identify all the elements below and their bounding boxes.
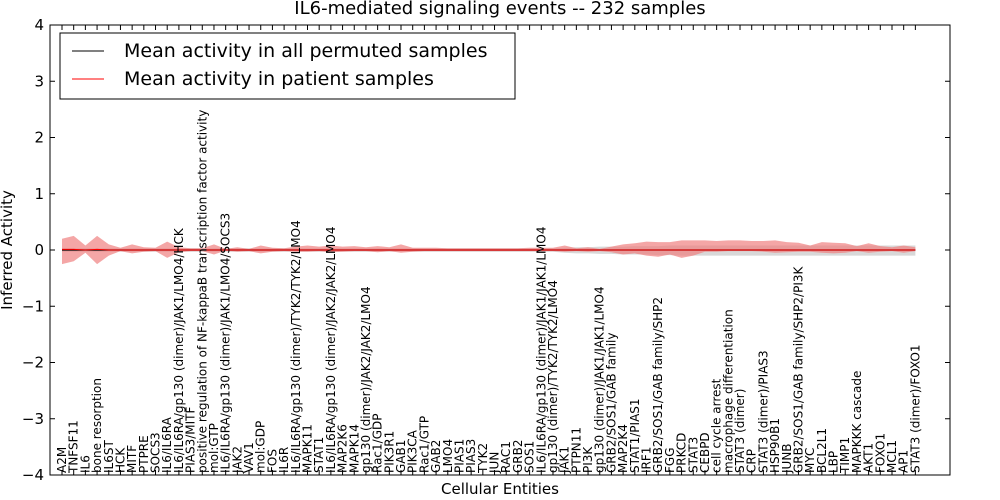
x-tick-label: LMO4: [441, 439, 455, 473]
x-tick-label: GRB2/SOS1/GAB family/SHP2/PI3K: [792, 265, 806, 473]
x-tick-label: PRKCD: [675, 433, 689, 473]
x-tick-label: gp130 (dimer)/TYK2/TYK2/LMO4: [546, 280, 560, 473]
x-tick-label: MYC: [803, 448, 817, 473]
x-tick-label: TIMP1: [838, 437, 852, 474]
x-tick-label: GAB1: [394, 440, 408, 473]
patient-mean-line: [62, 248, 916, 251]
chart-title: IL6-mediated signaling events -- 232 sam…: [294, 0, 705, 19]
y-tick-label: 4: [34, 16, 44, 34]
x-tick-label: PIAS1: [453, 439, 467, 473]
x-tick-label: cell cycle arrest: [710, 378, 724, 473]
x-tick-label: STAT3 (dimer)/PIAS3: [756, 350, 770, 473]
x-axis-label: Cellular Entities: [441, 480, 559, 498]
x-tick-label: STAT3 (dimer): [733, 389, 747, 473]
x-tick-label: IRF1: [640, 447, 654, 473]
x-tick-label: PIK3R1: [382, 431, 396, 473]
x-tick-label: MAP2K4: [616, 424, 630, 473]
x-tick-label: MAPK11: [301, 424, 315, 473]
legend-label-permuted: Mean activity in all permuted samples: [124, 40, 487, 62]
x-tick-label: HCK: [113, 447, 127, 473]
legend: Mean activity in all permuted samples Me…: [59, 32, 516, 100]
x-tick-label: MAPK14: [347, 424, 361, 473]
x-tick-label: STAT1: [312, 437, 326, 473]
x-tick-label: MAPKKK cascade: [850, 371, 864, 473]
x-tick-label: GAB2: [429, 440, 443, 473]
x-tick-label: FOXO1: [873, 433, 887, 473]
x-tick-label: FGG: [663, 448, 677, 474]
x-tick-label: JAK2: [230, 446, 244, 474]
x-tick-label: MCL1: [885, 440, 899, 473]
y-tick-label: −4: [22, 466, 44, 484]
x-tick-label: Rac1/GTP: [417, 416, 431, 473]
y-tick-label: −1: [22, 297, 44, 315]
x-tick-label: IL6/IL6RA/gp130 (dimer)/JAK2/JAK2/LMO4: [324, 227, 338, 473]
x-tick-label: PIK3CA: [406, 429, 420, 473]
x-tick-label: STAT3: [686, 437, 700, 473]
x-tick-label: HSP90B1: [768, 418, 782, 473]
x-tick-label: gp130 (dimer)/JAK1/JAK1/LMO4: [593, 286, 607, 473]
y-tick-label: −3: [22, 410, 44, 428]
x-tick-label: TNFSF11: [67, 420, 81, 474]
x-tick-label: MITF: [125, 445, 139, 473]
x-tick-label: FOS: [265, 449, 279, 473]
series-lines: [62, 248, 916, 251]
x-tick-label: STAT1/PIAS1: [628, 398, 642, 473]
legend-box: [59, 32, 516, 100]
y-tick-label: 3: [34, 72, 44, 90]
x-tick-label: IL6ST: [102, 440, 116, 473]
x-tick-label: MAP2K6: [336, 424, 350, 473]
x-tick-label: IL6/IL6RA/gp130 (dimer)/JAK1/LMO4/HCK: [172, 227, 186, 473]
x-tick-label: Rac1/GDP: [371, 414, 385, 473]
x-tick-label: CRP: [745, 449, 759, 473]
x-tick-label: A2M: [55, 447, 69, 473]
x-tick-label: gp130 (dimer)/JAK2/JAK2/LMO4: [359, 286, 373, 473]
x-tick-label: SOS1: [523, 441, 537, 473]
x-tick-label: TYK2: [476, 443, 490, 474]
x-tick-label: GRB2/SOS1/GAB family: [604, 333, 618, 474]
x-tick-label: IL6R: [277, 447, 291, 473]
x-tick-label: LBP: [827, 451, 841, 473]
x-tick-label: BCL2L1: [815, 428, 829, 473]
x-tick-label: PIAS3: [464, 439, 478, 473]
x-tick-label: PI3K: [581, 446, 595, 473]
x-tick-label: positive regulation of NF-kappaB transcr…: [195, 110, 209, 473]
x-tick-label: mol:GDP: [254, 421, 268, 473]
y-axis-label: Inferred Activity: [0, 190, 16, 310]
x-tick-label: IL6/IL6RA/gp130 (dimer)/JAK1/JAK1/LMO4: [534, 227, 548, 473]
y-tick-label: −2: [22, 354, 44, 372]
y-tick-label: 1: [34, 185, 44, 203]
x-tick-label: macrophage differentiation: [721, 309, 735, 473]
y-axis-ticks: 4 3 2 1 0 −1 −2 −3 −4: [22, 16, 950, 484]
x-tick-label: VAV1: [242, 442, 256, 473]
x-tick-label: SOCS3: [149, 432, 163, 473]
x-tick-label: STAT3 (dimer)/FOXO1: [908, 344, 922, 473]
x-tick-label: IL6/IL6RA/gp130 (dimer)/JAK1/LMO4/SOCS3: [219, 213, 233, 473]
x-tick-label: PTPN11: [569, 427, 583, 473]
x-tick-label: GRB2/SOS1/GAB family/SHP2: [651, 297, 665, 473]
x-tick-label: IL6/IL6RA/gp130 (dimer)/TYK2/TYK2/LMO4: [289, 220, 303, 473]
x-tick-label: RAC1: [499, 441, 513, 473]
y-tick-label: 2: [34, 129, 44, 147]
x-tick-label: GRB2: [511, 439, 525, 473]
x-tick-label: bone resorption: [90, 378, 104, 473]
x-tick-label: IL6/IL6RA: [160, 416, 174, 473]
x-tick-label: PTPRE: [137, 435, 151, 473]
legend-label-patient: Mean activity in patient samples: [124, 68, 434, 90]
x-tick-label: PIAS3/MITF: [184, 406, 198, 473]
x-tick-label: AP1: [897, 450, 911, 473]
y-tick-label: 0: [34, 241, 44, 259]
x-tick-label: JAK1: [558, 446, 572, 474]
x-tick-label: JUNB: [780, 443, 794, 474]
x-tick-label: JUN: [488, 452, 502, 474]
x-tick-label: AKT1: [862, 443, 876, 473]
x-tick-label: CEBPD: [698, 432, 712, 473]
x-tick-label: mol:GTP: [207, 423, 221, 473]
x-tick-label: IL6: [78, 455, 92, 473]
